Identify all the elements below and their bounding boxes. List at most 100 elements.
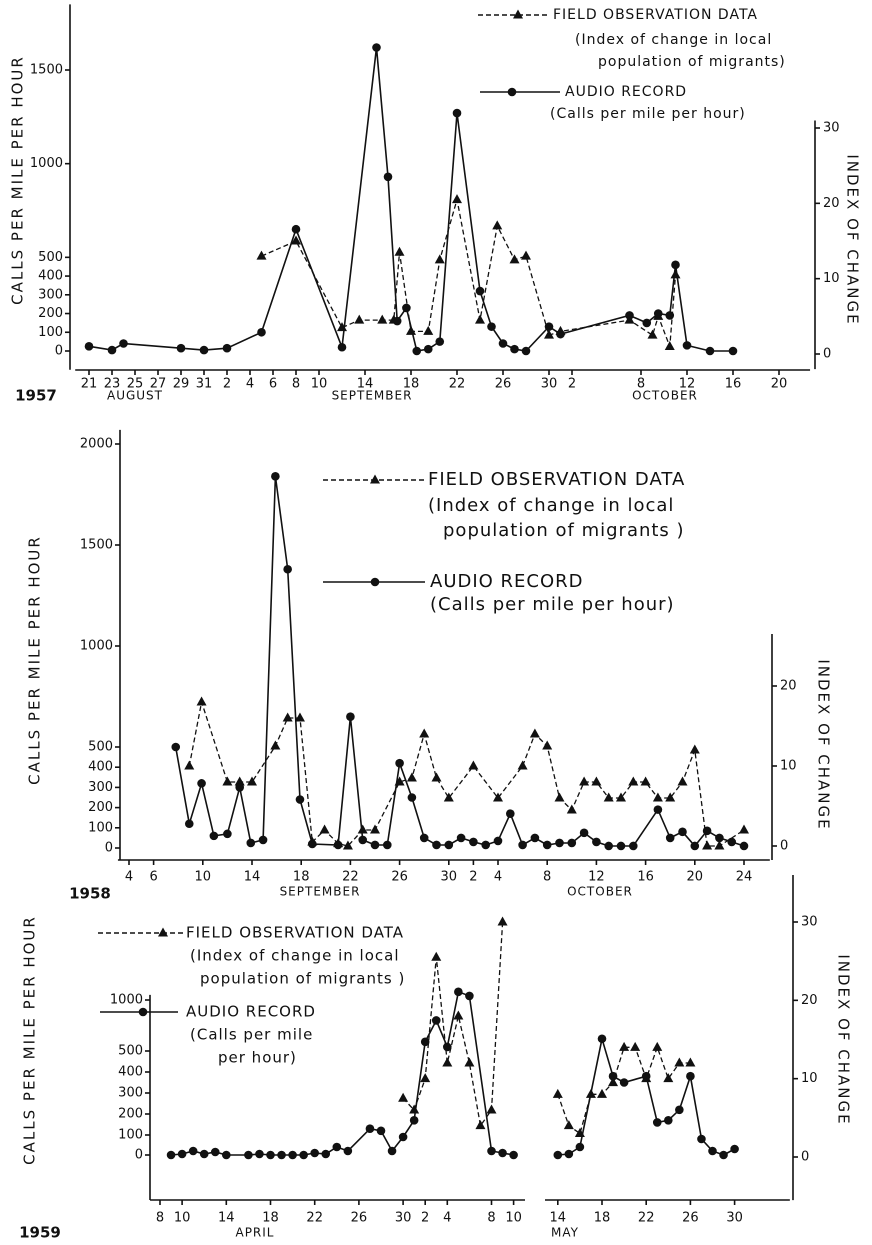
x-tick-label: 18 (293, 870, 310, 885)
audio-point (407, 793, 417, 802)
audio-point (283, 564, 292, 574)
audio-point (291, 224, 301, 234)
audio-point (641, 1071, 651, 1081)
y-tick-label: 1500 (30, 63, 63, 78)
audio-point (509, 1150, 518, 1160)
audio-point (177, 1149, 187, 1159)
y-tick-label: 300 (118, 1086, 143, 1101)
audio-point (310, 1148, 320, 1158)
x-tick-label: 14 (357, 377, 374, 392)
y-tick-label: 2000 (80, 437, 113, 452)
legend-marker (507, 87, 517, 97)
audio-point (395, 758, 404, 768)
audio-point (597, 1034, 607, 1044)
field-point (184, 760, 195, 770)
field-point (591, 776, 602, 786)
audio-point (171, 742, 181, 752)
field-point (739, 824, 749, 834)
legend-marker (370, 474, 380, 484)
audio-point (498, 339, 508, 348)
audio-point (642, 318, 652, 328)
legend-description: (Index of change in local (190, 947, 400, 965)
y2-tick-label: 0 (780, 839, 788, 854)
field-point (291, 235, 301, 245)
field-point (544, 329, 554, 339)
audio-point (184, 819, 194, 829)
x-tick-label: 10 (311, 377, 328, 392)
field-point (468, 760, 479, 770)
audio-point (567, 838, 577, 848)
y-axis-label: CALLS PER MILE PER HOUR (26, 535, 44, 785)
audio-point (387, 1146, 397, 1156)
field-point (406, 325, 416, 335)
audio-point (665, 311, 675, 320)
x-tick-label: 27 (150, 377, 167, 392)
x-tick-label: 2 (568, 377, 576, 392)
audio-point (199, 345, 209, 355)
legend-description: (Calls per mile (190, 1026, 313, 1044)
audio-point (197, 779, 206, 788)
field-point (554, 792, 565, 802)
audio-point (493, 836, 503, 846)
audio-point (653, 805, 663, 814)
audio-point (481, 840, 491, 850)
audio-point (277, 1150, 286, 1160)
field-point (640, 776, 651, 786)
field-point (492, 220, 503, 230)
audio-point (332, 1142, 342, 1152)
x-tick-label: 22 (638, 1211, 655, 1226)
audio-point (84, 342, 94, 351)
y2-axis-label: INDEX OF CHANGE (844, 154, 862, 325)
audio-point (629, 841, 638, 851)
y-tick-label: 100 (118, 1128, 143, 1143)
field-point (677, 776, 688, 786)
x-tick-label: 26 (391, 870, 408, 885)
field-point (674, 1057, 685, 1067)
y-tick-label: 400 (38, 269, 63, 284)
field-point (319, 824, 330, 834)
audio-point (619, 1078, 629, 1087)
audio-point (697, 1134, 706, 1144)
field-point (670, 269, 681, 279)
y-tick-label: 500 (38, 250, 63, 265)
audio-point (452, 108, 462, 118)
audio-point (739, 841, 749, 851)
field-point (566, 804, 577, 814)
audio-point (246, 838, 256, 848)
x-tick-label: 25 (127, 377, 144, 392)
field-point (475, 1120, 486, 1130)
field-point (452, 194, 462, 204)
field-point (394, 246, 405, 256)
field-point (603, 792, 614, 802)
audio-point (383, 172, 393, 182)
y-tick-label: 500 (88, 740, 113, 755)
legend-description: (Calls per mile per hour) (430, 594, 675, 615)
month-label: AUGUST (107, 389, 163, 403)
y-tick-label: 0 (105, 841, 113, 856)
audio-point (321, 1149, 331, 1159)
field-point (354, 314, 365, 324)
field-point (597, 1088, 607, 1098)
audio-point (555, 838, 564, 848)
audio-point (346, 712, 355, 721)
x-tick-label: 10 (195, 870, 212, 885)
audio-point (258, 835, 268, 845)
x-tick-label: 29 (173, 377, 190, 392)
field-point (431, 772, 442, 782)
audio-point (271, 472, 280, 481)
legend-label: AUDIO RECORD (565, 84, 687, 100)
month-label: SEPTEMBER (280, 885, 361, 899)
x-tick-label: 12 (588, 870, 605, 885)
field-point (647, 329, 658, 339)
y-tick-label: 200 (38, 306, 63, 321)
audio-point (412, 346, 422, 356)
year-label: 1957 (15, 387, 57, 405)
audio-point (444, 840, 454, 850)
field-point (628, 776, 639, 786)
field-point (685, 1057, 696, 1067)
audio-point (730, 1144, 739, 1154)
y2-axis-label: INDEX OF CHANGE (835, 954, 853, 1125)
field-point (714, 840, 725, 850)
x-tick-label: 16 (725, 377, 742, 392)
audio-point (383, 840, 392, 850)
